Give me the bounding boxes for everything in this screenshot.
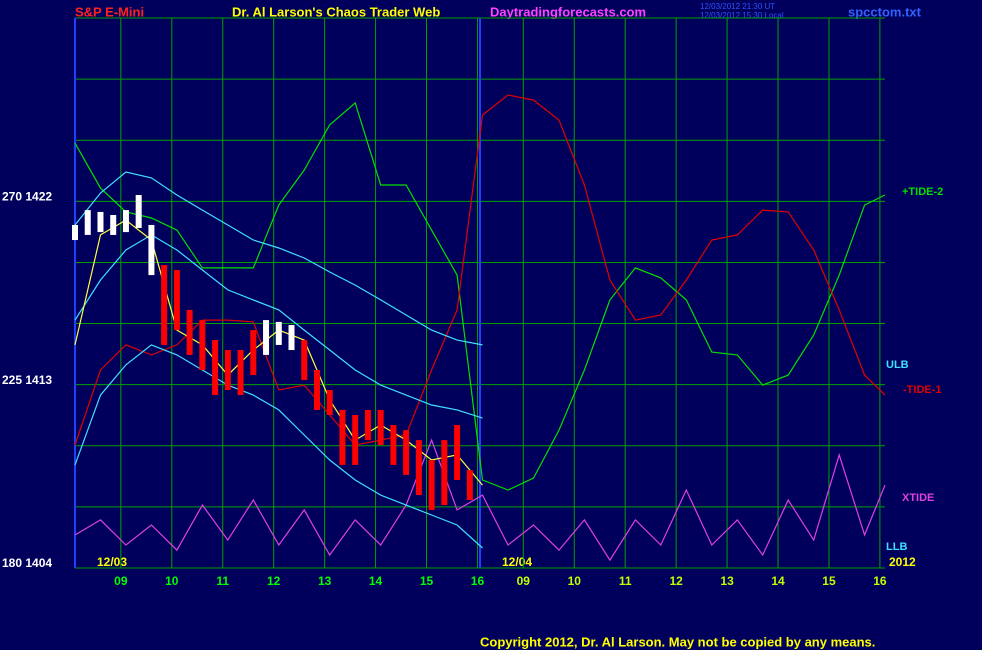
website: Daytradingforecasts.com <box>490 4 646 19</box>
price-bar <box>288 324 295 351</box>
price-bar <box>84 210 91 235</box>
series-line <box>74 171 483 346</box>
price-bar <box>415 440 422 496</box>
series-line <box>74 438 886 562</box>
price-bar <box>199 320 206 370</box>
x-tick-label: 15 <box>420 574 434 588</box>
date-label: 12/03 <box>97 555 127 569</box>
x-tick-label: 14 <box>771 574 785 588</box>
price-bar <box>224 350 231 390</box>
price-bar <box>339 409 346 465</box>
series-label: LLB <box>886 541 907 553</box>
x-tick-label: 10 <box>165 574 179 588</box>
series-line <box>74 344 483 549</box>
price-bar <box>72 224 78 241</box>
price-bar <box>135 195 142 229</box>
price-bar <box>352 415 359 465</box>
x-tick-label: 16 <box>471 574 485 588</box>
price-bar <box>237 350 244 396</box>
series-line <box>74 94 886 446</box>
series-line <box>74 234 483 419</box>
price-bar <box>377 409 384 445</box>
x-tick-label: 12 <box>267 574 281 588</box>
x-tick-label: 13 <box>318 574 332 588</box>
price-bar <box>364 409 371 441</box>
y-tick-label: 270 1422 <box>2 190 52 204</box>
price-bar <box>454 425 461 480</box>
price-bar <box>212 340 219 396</box>
price-bar <box>428 460 435 510</box>
price-bar <box>161 265 168 345</box>
series-label: +TIDE-2 <box>902 186 943 198</box>
price-bar <box>390 425 397 465</box>
x-tick-label: 11 <box>619 574 632 588</box>
file-name: spcctom.txt <box>848 4 922 19</box>
x-tick-label: 11 <box>216 574 229 588</box>
timestamp-ut: 12/03/2012 21:30 UT <box>700 2 775 11</box>
timestamp-local: 12/03/2012 15:30 Local <box>700 11 784 20</box>
price-bar <box>186 309 193 355</box>
copyright: Copyright 2012, Dr. Al Larson. May not b… <box>480 634 875 649</box>
y-tick-label: 225 1413 <box>2 373 52 387</box>
x-tick-label: 15 <box>822 574 836 588</box>
x-tick-label: 14 <box>369 574 383 588</box>
price-bar <box>441 440 448 506</box>
price-bar <box>148 224 155 276</box>
x-tick-label: 09 <box>114 574 128 588</box>
date-label: 12/04 <box>502 555 532 569</box>
chart-title: Dr. Al Larson's Chaos Trader Web <box>232 4 440 19</box>
series-label: XTIDE <box>902 492 934 504</box>
price-bar <box>110 214 117 235</box>
price-bar <box>313 370 320 410</box>
price-bar <box>250 330 257 376</box>
price-bar <box>122 210 129 233</box>
year-label: 2012 <box>889 555 916 569</box>
price-bar <box>275 321 282 345</box>
price-bar <box>301 340 308 380</box>
series-label: ULB <box>886 359 909 371</box>
y-tick-label: 180 1404 <box>2 556 52 570</box>
price-bar <box>466 470 473 500</box>
instrument: S&P E-Mini <box>75 4 144 19</box>
series-line <box>74 101 886 491</box>
x-tick-label: 13 <box>720 574 734 588</box>
series-label: -TIDE-1 <box>903 384 942 396</box>
price-bar <box>263 320 270 355</box>
price-bar <box>173 269 180 331</box>
x-tick-label: 10 <box>568 574 582 588</box>
x-tick-label: 09 <box>517 574 531 588</box>
price-bar <box>326 389 333 416</box>
price-bar <box>403 430 410 475</box>
price-bar <box>97 211 104 233</box>
x-tick-label: 16 <box>873 574 887 588</box>
x-tick-label: 12 <box>669 574 683 588</box>
